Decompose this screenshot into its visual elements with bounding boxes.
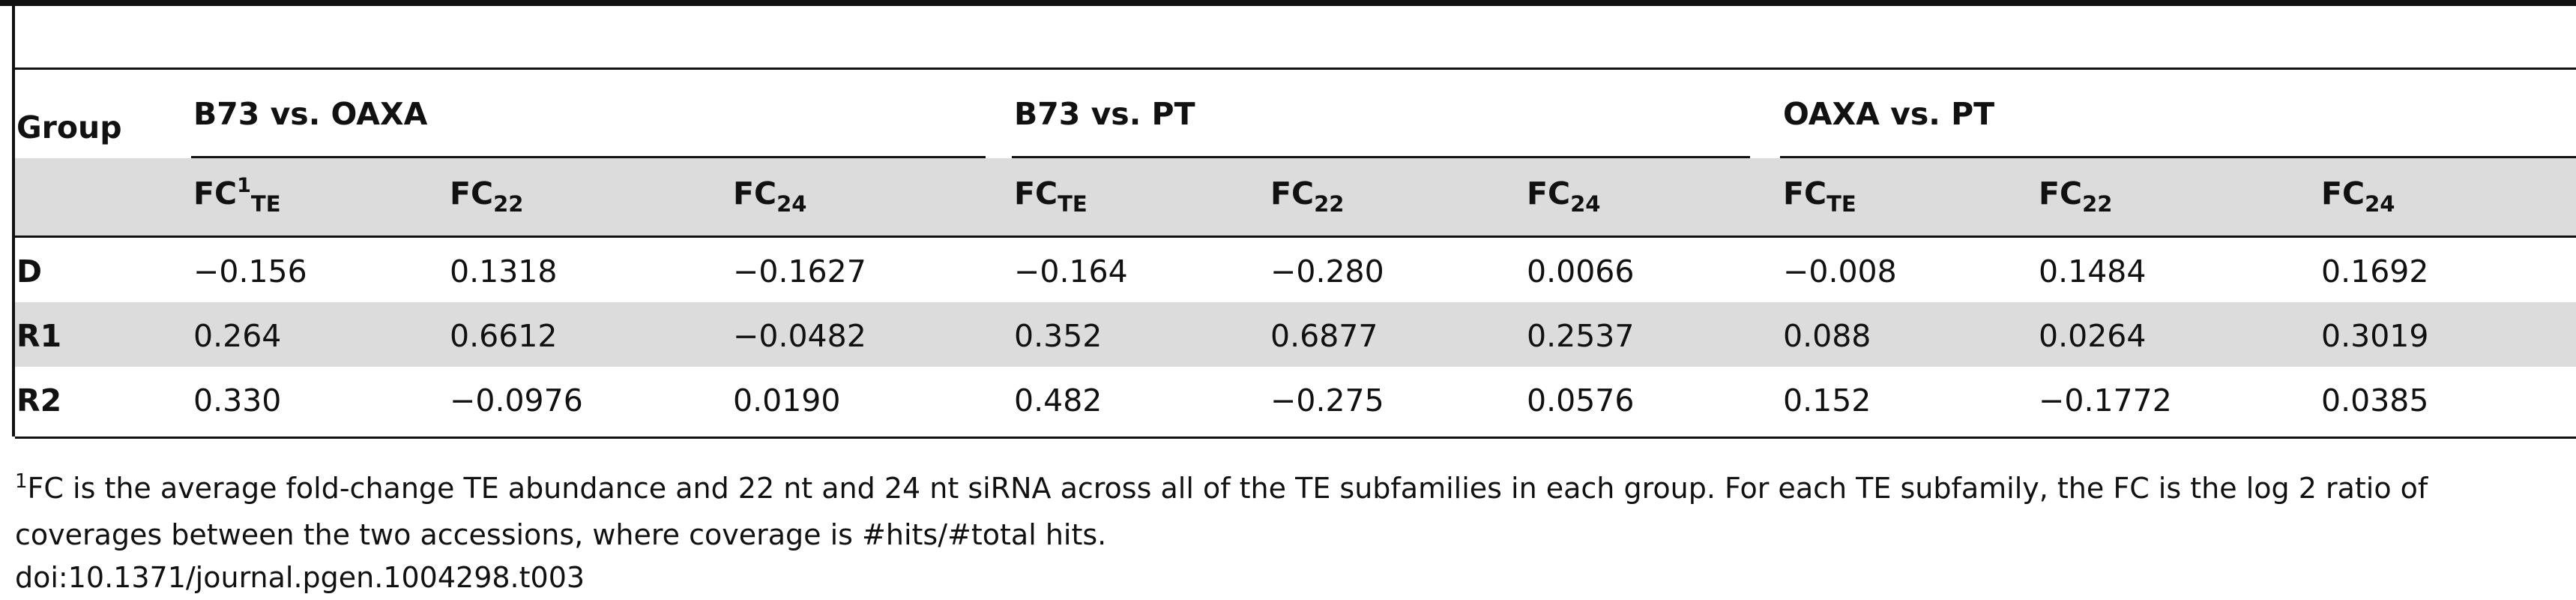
column-header: FC24: [1527, 176, 1601, 217]
group-header-b73-pt: B73 vs. PT: [1014, 96, 1195, 132]
table-cell: 0.0066: [1527, 254, 1635, 290]
column-header: FCTE: [1783, 176, 1856, 217]
table-cell: −0.0482: [733, 318, 866, 354]
column-header: FC22: [450, 176, 524, 217]
table-cell: 0.1318: [450, 254, 558, 290]
row-label-d: D: [16, 254, 43, 290]
table-top-rule: [0, 0, 2576, 6]
column-header: FCTE: [1014, 176, 1088, 217]
group-rule-oaxa-pt: [1780, 156, 2576, 158]
table-cell: −0.280: [1270, 254, 1384, 290]
table-cell: 0.6612: [450, 318, 558, 354]
table-cell: 0.6877: [1270, 318, 1378, 354]
column-header-band: [15, 158, 2576, 236]
table-cell: 0.2537: [1527, 318, 1635, 354]
table-cell: 0.1692: [2321, 254, 2429, 290]
table-cell: 0.0385: [2321, 382, 2429, 418]
table-cell: 0.0264: [2039, 318, 2147, 354]
table-cell: 0.352: [1014, 318, 1103, 354]
table-cell: 0.482: [1014, 382, 1103, 418]
doi-reference: doi:10.1371/journal.pgen.1004298.t003: [15, 561, 585, 594]
table-cell: −0.156: [193, 254, 307, 290]
row-label-r2: R2: [16, 382, 62, 418]
footnote-marker: 1: [15, 470, 28, 493]
table-cell: 0.264: [193, 318, 282, 354]
row-header-group: Group: [16, 110, 122, 146]
column-header: FC22: [2039, 176, 2113, 217]
table-cell: 0.1484: [2039, 254, 2147, 290]
table-cell: 0.0190: [733, 382, 841, 418]
column-header-rule: [15, 236, 2576, 238]
group-header-b73-oaxa: B73 vs. OAXA: [193, 96, 428, 132]
table-footnote-line2: coverages between the two accessions, wh…: [15, 518, 1107, 551]
column-header: FC22: [1270, 176, 1345, 217]
group-rule-b73-pt: [1012, 156, 1750, 158]
table-cell: 0.3019: [2321, 318, 2429, 354]
table-cell: −0.1772: [2039, 382, 2172, 418]
row-label-r1: R1: [16, 318, 62, 354]
table-cell: −0.164: [1014, 254, 1128, 290]
table-cell: −0.008: [1783, 254, 1897, 290]
column-header: FC1TE: [193, 174, 281, 217]
table-cell: −0.275: [1270, 382, 1384, 418]
column-header: FC24: [2321, 176, 2395, 217]
group-header-oaxa-pt: OAXA vs. PT: [1783, 96, 1995, 132]
table-cell: −0.1627: [733, 254, 866, 290]
table-cell: 0.152: [1783, 382, 1871, 418]
table-cell: 0.330: [193, 382, 282, 418]
group-rule-b73-oaxa: [191, 156, 986, 158]
table-footnote-line1: 1FC is the average fold-change TE abunda…: [15, 470, 2428, 505]
table-left-edge: [12, 0, 15, 436]
row-band-r1: [15, 302, 2576, 367]
table-cell: 0.088: [1783, 318, 1871, 354]
table-cell: 0.0576: [1527, 382, 1635, 418]
table-cell: −0.0976: [450, 382, 583, 418]
table-header-rule: [15, 68, 2576, 70]
column-header: FC24: [733, 176, 807, 217]
table-bottom-rule: [15, 436, 2576, 439]
